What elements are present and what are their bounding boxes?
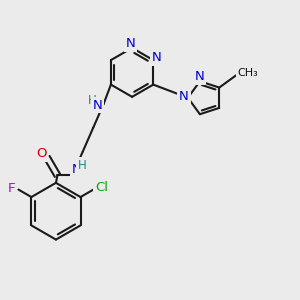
Text: F: F	[8, 182, 16, 195]
Text: CH₃: CH₃	[238, 68, 258, 78]
Text: N: N	[92, 99, 102, 112]
Text: N: N	[126, 38, 136, 50]
Text: N: N	[152, 51, 162, 64]
Text: N: N	[72, 163, 82, 176]
Text: N: N	[194, 70, 204, 83]
Text: H: H	[78, 159, 87, 172]
Text: H: H	[88, 94, 97, 107]
Text: N: N	[179, 90, 189, 103]
Text: Cl: Cl	[95, 181, 108, 194]
Text: O: O	[36, 147, 46, 161]
